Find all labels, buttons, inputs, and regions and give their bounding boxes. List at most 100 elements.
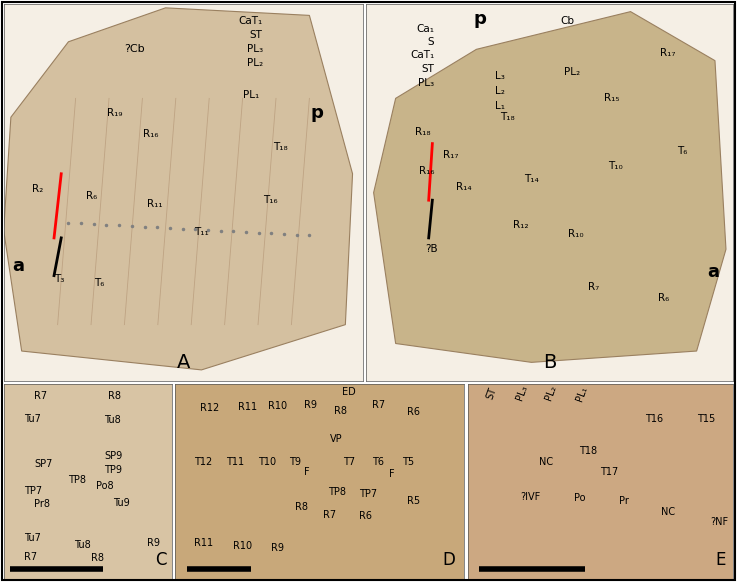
Text: R₁₉: R₁₉ xyxy=(108,108,123,119)
Text: CaT₁: CaT₁ xyxy=(238,16,262,26)
Text: TP8: TP8 xyxy=(329,487,346,497)
Text: T6: T6 xyxy=(372,457,384,467)
Text: L₂: L₂ xyxy=(495,86,505,96)
Text: R6: R6 xyxy=(359,511,372,521)
Text: a: a xyxy=(12,257,24,275)
Text: CaT₁: CaT₁ xyxy=(410,50,434,60)
Text: R₁₆: R₁₆ xyxy=(419,166,435,176)
Text: ED: ED xyxy=(341,387,355,397)
Text: ?IVF: ?IVF xyxy=(520,492,541,502)
Text: T10: T10 xyxy=(258,457,276,467)
Text: T₁₆: T₁₆ xyxy=(262,195,277,205)
Text: T17: T17 xyxy=(600,467,618,477)
Text: Tu7: Tu7 xyxy=(24,533,41,543)
Text: NC: NC xyxy=(539,457,553,467)
Text: NC: NC xyxy=(661,507,675,517)
Text: S: S xyxy=(427,37,434,47)
Text: a: a xyxy=(707,263,719,281)
Text: T₁₈: T₁₈ xyxy=(273,143,288,152)
Text: VP: VP xyxy=(330,434,343,443)
Text: R₆: R₆ xyxy=(86,191,97,201)
Text: Tu9: Tu9 xyxy=(113,498,130,508)
Text: R9: R9 xyxy=(147,538,159,548)
Text: T₃: T₃ xyxy=(55,274,65,285)
Text: L₁: L₁ xyxy=(495,101,505,111)
Text: R8: R8 xyxy=(335,406,347,416)
Text: T16: T16 xyxy=(645,414,663,424)
Text: R11: R11 xyxy=(237,402,256,411)
Text: R₁₈: R₁₈ xyxy=(416,127,431,137)
Text: R5: R5 xyxy=(407,496,419,506)
Text: ST: ST xyxy=(485,386,499,401)
Text: R₇: R₇ xyxy=(588,282,599,292)
Text: T7: T7 xyxy=(343,457,355,467)
Text: T₆: T₆ xyxy=(94,278,104,288)
Text: B: B xyxy=(543,353,556,372)
Text: L₃: L₃ xyxy=(495,71,505,81)
Text: PL₂: PL₂ xyxy=(246,58,262,68)
Text: C: C xyxy=(156,551,167,569)
Text: R₁₇: R₁₇ xyxy=(660,48,675,58)
Text: p: p xyxy=(310,104,323,122)
Text: TP8: TP8 xyxy=(68,475,85,485)
Text: R₆: R₆ xyxy=(658,293,669,303)
Text: SP9: SP9 xyxy=(105,451,123,462)
Text: A: A xyxy=(177,353,190,372)
Text: Tu8: Tu8 xyxy=(105,415,122,425)
Text: R₁₆: R₁₆ xyxy=(144,129,159,139)
Text: T₁₁: T₁₁ xyxy=(195,227,209,237)
Text: SP7: SP7 xyxy=(34,459,52,469)
Text: Po8: Po8 xyxy=(96,481,113,491)
Text: PL₃: PL₃ xyxy=(246,44,262,54)
Text: PL₁: PL₁ xyxy=(574,385,589,402)
Text: R7: R7 xyxy=(34,391,47,401)
Text: R6: R6 xyxy=(407,407,419,417)
Polygon shape xyxy=(374,12,726,363)
Text: F: F xyxy=(389,469,395,479)
Text: ST: ST xyxy=(250,30,262,40)
Polygon shape xyxy=(4,8,352,370)
Text: PL₃: PL₃ xyxy=(418,78,434,88)
Text: T11: T11 xyxy=(226,457,244,467)
Text: R₁₁: R₁₁ xyxy=(147,199,163,209)
Text: Tu7: Tu7 xyxy=(24,414,41,424)
Text: R12: R12 xyxy=(200,403,219,413)
Text: Po: Po xyxy=(573,493,585,503)
Text: ?Cb: ?Cb xyxy=(124,44,144,54)
Text: R7: R7 xyxy=(24,552,37,562)
Text: R₁₇: R₁₇ xyxy=(443,150,458,160)
Text: F: F xyxy=(304,467,310,477)
Text: E: E xyxy=(715,551,725,569)
Text: TP9: TP9 xyxy=(105,465,122,475)
Text: R₂: R₂ xyxy=(32,184,43,194)
Text: R₁₀: R₁₀ xyxy=(567,229,583,239)
Text: TP7: TP7 xyxy=(359,489,377,499)
Text: Ca₁: Ca₁ xyxy=(416,24,434,34)
Text: R7: R7 xyxy=(372,400,385,410)
Text: T₁₈: T₁₈ xyxy=(500,112,515,122)
Text: T9: T9 xyxy=(290,457,301,467)
Text: T₁₀: T₁₀ xyxy=(609,161,624,171)
Text: PL₂: PL₂ xyxy=(565,67,581,77)
Text: R8: R8 xyxy=(91,553,104,563)
Text: R10: R10 xyxy=(233,541,252,551)
Text: PL₃: PL₃ xyxy=(514,384,529,402)
Text: R₁₄: R₁₄ xyxy=(455,182,472,192)
Text: T5: T5 xyxy=(402,457,414,467)
Text: R9: R9 xyxy=(304,400,317,410)
Text: T₆: T₆ xyxy=(677,146,687,156)
Text: TP7: TP7 xyxy=(24,487,42,496)
Text: R₁₅: R₁₅ xyxy=(604,93,620,104)
Text: Pr: Pr xyxy=(618,496,629,506)
Text: ?B: ?B xyxy=(425,244,438,254)
Text: R9: R9 xyxy=(270,542,284,552)
Text: D: D xyxy=(443,551,455,569)
Text: R₁₂: R₁₂ xyxy=(513,219,528,230)
Text: PL₂: PL₂ xyxy=(544,384,558,402)
Text: T12: T12 xyxy=(194,457,212,467)
Text: R7: R7 xyxy=(323,510,336,520)
Text: R8: R8 xyxy=(108,391,121,401)
Text: Cb: Cb xyxy=(561,16,575,26)
Text: T₁₄: T₁₄ xyxy=(524,175,539,184)
Text: PL₁: PL₁ xyxy=(243,90,259,100)
